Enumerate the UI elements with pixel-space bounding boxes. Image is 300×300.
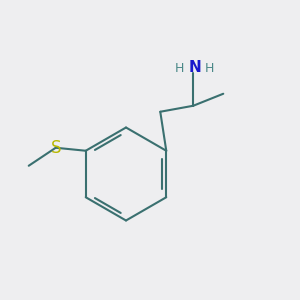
Text: H: H xyxy=(205,62,214,75)
Text: H: H xyxy=(175,62,184,75)
Text: N: N xyxy=(188,60,201,75)
Text: S: S xyxy=(50,139,61,157)
